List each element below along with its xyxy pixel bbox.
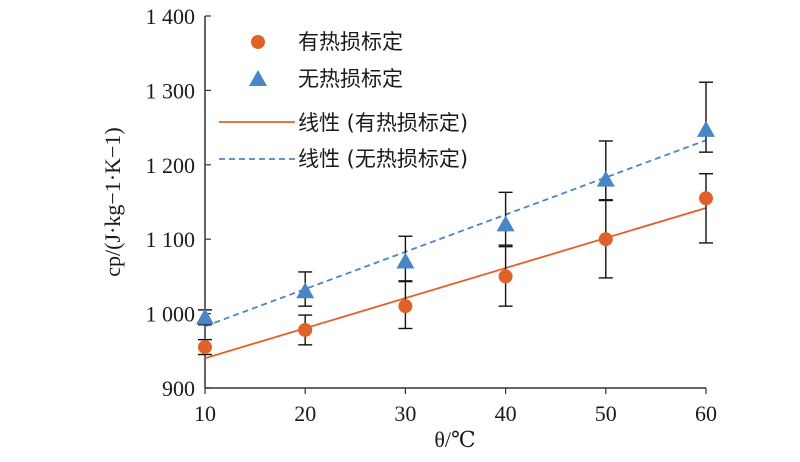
fit-lines: [204, 139, 707, 360]
data-point-series-2: [396, 252, 415, 269]
data-point-series-2: [196, 308, 214, 325]
data-point-series-1: [699, 191, 713, 206]
legend-label-fit-1: 线性 (有热损标定): [298, 111, 468, 135]
data-point-series-1: [298, 322, 313, 337]
legend-label-fit-2: 线性 (无热损标定): [298, 147, 468, 171]
data-point-series-2: [596, 170, 615, 187]
fit-line-2: [204, 139, 707, 328]
data-point-series-2: [296, 282, 315, 299]
x-tick-label: 60: [695, 401, 717, 426]
y-axis-label: cp/(J·kg−1·K−1): [100, 127, 125, 276]
x-tick-label: 20: [294, 401, 316, 426]
data-point-series-1: [498, 269, 513, 284]
x-ticks: 10 20 30 40 50 60: [194, 388, 717, 426]
legend: 有热损标定 无热损标定 线性 (有热损标定) 线性 (无热损标定): [219, 30, 468, 171]
fit-line-1: [204, 207, 707, 360]
data-point-series-1: [198, 340, 212, 355]
x-tick-label: 50: [595, 401, 617, 426]
x-tick-label: 10: [194, 401, 216, 426]
data-point-series-2: [496, 215, 515, 232]
data-point-series-1: [398, 299, 413, 314]
markers: [196, 120, 715, 355]
y-tick-label: 1 000: [146, 302, 196, 327]
y-tick-label: 1 400: [146, 4, 196, 29]
legend-label-series-2: 无热损标定: [298, 67, 403, 91]
legend-label-series-1: 有热损标定: [298, 30, 403, 54]
legend-marker-series-2: [249, 70, 267, 86]
x-axis-label: θ/℃: [434, 427, 475, 452]
plot-area: 900 1 000 1 100 1 200 1 300 1 400 10 20 30 40 50 6…: [146, 4, 718, 426]
x-tick-label: 40: [495, 401, 517, 426]
y-tick-label: 1 100: [146, 227, 196, 252]
y-tick-label: 900: [162, 376, 195, 401]
y-tick-label: 1 200: [146, 153, 196, 178]
y-tick-label: 1 300: [146, 78, 196, 103]
y-ticks: 900 1 000 1 100 1 200 1 300 1 400: [146, 4, 211, 401]
x-tick-label: 30: [394, 401, 416, 426]
data-point-series-1: [598, 232, 613, 247]
legend-marker-series-1: [251, 35, 265, 49]
data-point-series-2: [697, 120, 715, 137]
